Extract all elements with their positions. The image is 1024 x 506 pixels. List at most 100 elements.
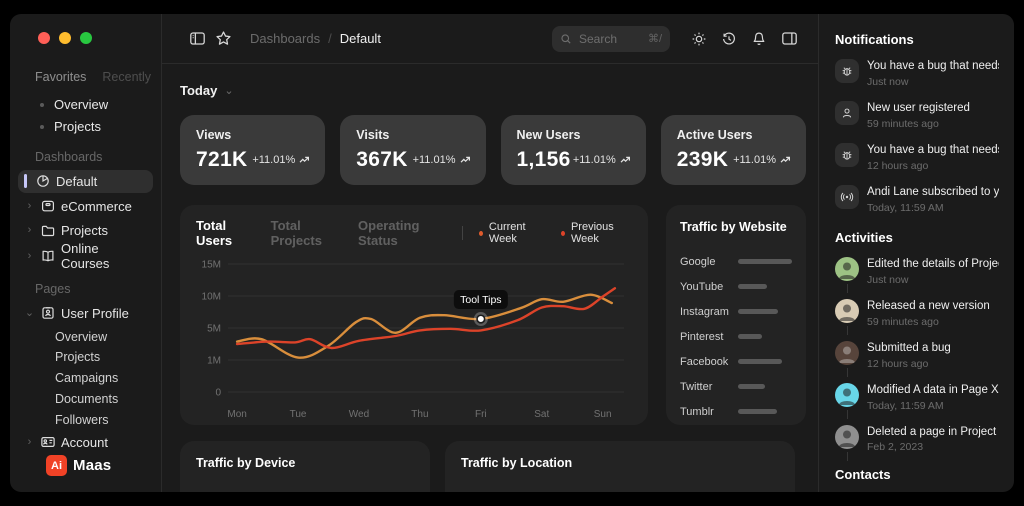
trend-up-icon: [299, 156, 310, 163]
tab-favorites[interactable]: Favorites: [35, 70, 87, 84]
stat-change: +11.01%: [252, 154, 310, 166]
tab-recently[interactable]: Recently: [102, 70, 152, 84]
activities-title: Activities: [835, 229, 893, 245]
website-row[interactable]: Google: [680, 249, 792, 274]
bullet-icon: [40, 124, 44, 129]
traffic-by-location-card[interactable]: Traffic by Location: [445, 441, 795, 492]
breadcrumb-separator: /: [328, 31, 332, 46]
sidebar-item-profile-campaigns[interactable]: Campaigns: [55, 371, 119, 386]
line-chart[interactable]: 15M 10M 5M 1M 0 Mon Tue Wed Thu Fri Sat Sun Tool Tip…: [196, 252, 632, 424]
notification-item[interactable]: You have a bug that needs t... 12 hours …: [835, 142, 999, 172]
sidebar-tabs: Favorites Recently: [10, 70, 161, 84]
trend-up-icon: [620, 156, 630, 163]
activity-item[interactable]: Submitted a bug 12 hours ago: [835, 340, 998, 377]
section-label-pages: Pages: [35, 281, 71, 296]
trend-up-icon: [460, 156, 470, 163]
svg-text:0: 0: [215, 388, 221, 399]
svg-text:Sat: Sat: [534, 409, 549, 420]
traffic-bar: [738, 284, 768, 289]
stat-card-active-users[interactable]: Active Users 239K +11.01%: [660, 115, 806, 185]
search-icon: [560, 33, 572, 45]
sidebar-item-overview[interactable]: Overview: [10, 94, 161, 116]
traffic-by-device-card[interactable]: Traffic by Device: [180, 441, 430, 492]
website-row[interactable]: Twitter: [680, 374, 792, 399]
stat-value: 367K: [356, 148, 408, 171]
stat-change: +11.01%: [733, 154, 790, 166]
tab-operating-status[interactable]: Operating Status: [358, 218, 420, 248]
breadcrumb-parent[interactable]: Dashboards: [250, 31, 321, 46]
minimize-button[interactable]: [59, 32, 71, 44]
sidebar-item-default[interactable]: Default: [18, 169, 153, 194]
topbar: Dashboards / Default ⌘/: [162, 14, 818, 64]
tab-total-users[interactable]: Total Users: [196, 218, 233, 248]
close-button[interactable]: [38, 32, 50, 44]
svg-text:Thu: Thu: [411, 409, 428, 420]
window-controls: [10, 32, 161, 44]
search-input[interactable]: [577, 30, 643, 47]
website-row[interactable]: YouTube: [680, 274, 792, 299]
notification-item[interactable]: You have a bug that needs t... Just now: [835, 59, 999, 88]
sidebar-item-dash-projects[interactable]: › Projects: [18, 219, 153, 243]
right-panel-toggle-button[interactable]: [776, 26, 802, 52]
svg-text:Tue: Tue: [290, 409, 307, 420]
section-label-dashboards: Dashboards: [35, 149, 103, 164]
legend-dot: [478, 230, 483, 236]
stat-card-new-users[interactable]: New Users 1,156 +11.01%: [500, 115, 646, 185]
website-row[interactable]: Pinterest: [680, 324, 792, 349]
notifications-bell-icon[interactable]: [746, 26, 772, 52]
website-row[interactable]: Facebook: [680, 349, 792, 374]
sidebar-item-ecommerce[interactable]: › eCommerce: [18, 194, 153, 218]
stat-card-visits[interactable]: Visits 367K +11.01%: [340, 115, 486, 185]
history-icon[interactable]: [716, 26, 742, 52]
legend-current-week[interactable]: Current Week: [478, 221, 545, 245]
tab-total-projects[interactable]: Total Projects: [270, 218, 322, 248]
sidebar-item-account[interactable]: › Account: [18, 430, 153, 454]
sidebar-item-profile-documents[interactable]: Documents: [55, 392, 119, 407]
favorite-star-button[interactable]: [210, 26, 236, 52]
sidebar-item-online-courses[interactable]: › Online Courses: [18, 241, 153, 271]
sidebar-item-user-profile[interactable]: ⌄ User Profile: [24, 305, 129, 321]
website-row[interactable]: Instagram: [680, 299, 792, 324]
activity-item[interactable]: Modified A data in Page X Today, 11:59 A…: [835, 382, 999, 419]
sidebar-item-profile-overview[interactable]: Overview: [55, 329, 108, 344]
svg-text:Fri: Fri: [475, 409, 487, 420]
sidebar-item-profile-projects[interactable]: Projects: [55, 350, 101, 365]
legend-previous-week[interactable]: Previous Week: [560, 221, 632, 245]
stat-value: 721K: [196, 148, 248, 171]
shopping-bag-icon: [40, 198, 56, 214]
sidebar-item-profile-followers[interactable]: Followers: [55, 412, 109, 427]
legend-dot: [560, 230, 565, 236]
logo-badge: Ai: [46, 455, 67, 477]
activity-item[interactable]: Released a new version 59 minutes ago: [835, 298, 998, 335]
card-title: Traffic by Website: [680, 220, 787, 234]
sidebar: Favorites Recently Overview Projects Das…: [10, 14, 162, 492]
period-label: Today: [180, 82, 218, 98]
avatar: [835, 424, 859, 449]
notification-item[interactable]: New user registered 59 minutes ago: [835, 100, 998, 130]
sidebar-item-projects[interactable]: Projects: [10, 116, 161, 138]
notification-item[interactable]: Andi Lane subscribed to you Today, 11:59…: [835, 184, 999, 214]
period-selector[interactable]: Today ⌄: [180, 78, 806, 102]
svg-text:Sun: Sun: [594, 409, 612, 420]
svg-text:10M: 10M: [202, 292, 221, 303]
stat-card-views[interactable]: Views 721K +11.01%: [180, 115, 326, 185]
right-panel: Notifications You have a bug that needs …: [818, 14, 1014, 492]
search-box: ⌘/: [552, 25, 670, 52]
stat-change: +11.01%: [573, 154, 630, 166]
chevron-down-icon: ⌄: [24, 306, 35, 319]
svg-text:Wed: Wed: [349, 409, 369, 420]
zoom-button[interactable]: [80, 32, 92, 44]
sidebar-toggle-button[interactable]: [184, 26, 210, 52]
search-shortcut: ⌘/: [648, 33, 663, 45]
pie-chart-icon: [35, 173, 51, 189]
activity-item[interactable]: Edited the details of Project X Just now: [835, 256, 999, 293]
activity-item[interactable]: Deleted a page in Project X Feb 2, 2023: [835, 424, 999, 461]
chevron-right-icon: ›: [27, 224, 32, 237]
traffic-by-website-card: Traffic by Website Google YouTube Instag…: [666, 205, 806, 425]
trend-up-icon: [780, 156, 790, 163]
divider: [461, 226, 463, 240]
website-row[interactable]: Tumblr: [680, 399, 792, 424]
avatar: [835, 340, 859, 365]
stat-value: 239K: [676, 148, 729, 171]
theme-toggle-icon[interactable]: [686, 26, 712, 52]
